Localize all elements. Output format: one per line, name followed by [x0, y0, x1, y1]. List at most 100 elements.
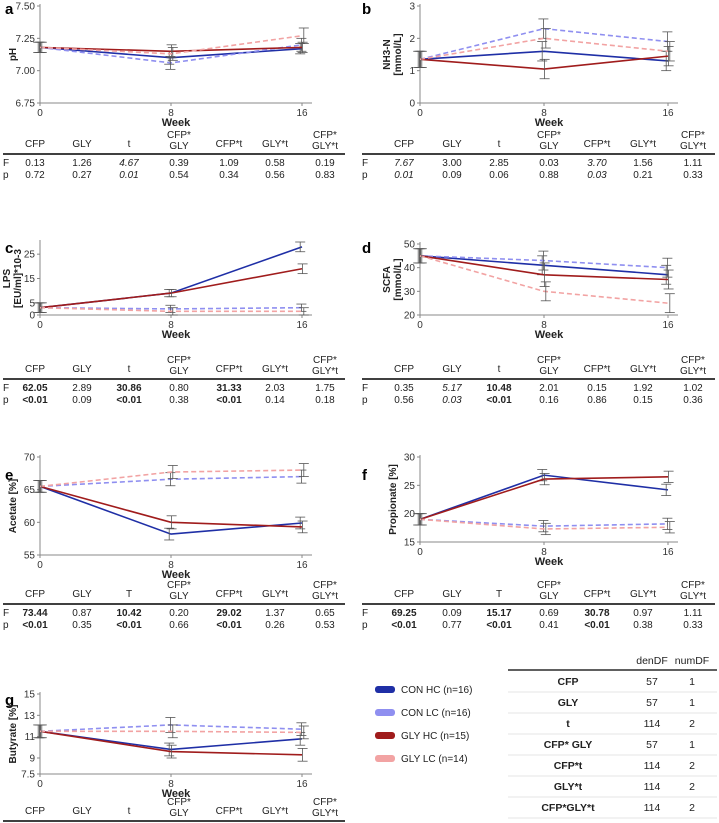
- y-tick-label: 0: [29, 311, 35, 322]
- stats-F-value: 1.26: [72, 158, 92, 169]
- stats-table: CFPGLYtCFP*GLYCFP*tGLY*tCFP*GLY*tFp8.71.…: [3, 797, 345, 822]
- stats-column-header: GLY*t: [630, 589, 656, 600]
- y-tick-label: 7.5: [21, 770, 35, 781]
- stats-p-value: 0.66: [169, 620, 189, 631]
- df-row-dendf: 114: [644, 760, 661, 772]
- stats-column-header: CFP*: [537, 580, 561, 591]
- stats-F-value: 1.09: [219, 158, 239, 169]
- y-axis-title: LPS[EU/ml]*10-3: [2, 249, 24, 308]
- x-tick-label: 8: [168, 560, 174, 571]
- stats-F-value: 0.58: [265, 158, 285, 169]
- y-tick-label: 15: [404, 538, 416, 549]
- x-tick-label: 8: [541, 108, 547, 119]
- stats-F-value: 0.19: [315, 158, 335, 169]
- stats-p-value: 0.86: [587, 395, 607, 406]
- stats-p-value: 0.14: [265, 395, 285, 406]
- stats-column-header: GLY*t: [680, 366, 706, 377]
- y-tick-label: 0: [409, 99, 415, 110]
- stats-p-value: 0.27: [72, 170, 92, 181]
- y-tick-label: 7.25: [16, 34, 36, 45]
- df-row-effect: CFP*t: [554, 760, 583, 772]
- stats-F-value: 10.48: [486, 383, 511, 394]
- legend-swatch: [375, 732, 395, 739]
- df-row-numdf: 1: [689, 676, 695, 688]
- series-line-gly-lc: [419, 518, 669, 530]
- stats-column-header: CFP: [25, 364, 45, 375]
- df-row-effect: GLY*t: [554, 781, 583, 793]
- stats-F-value: 1.92: [633, 383, 653, 394]
- y-tick-label: 55: [24, 551, 36, 562]
- stats-F-value: 0.20: [169, 608, 189, 619]
- panel-label: b: [362, 1, 371, 18]
- y-axis-title: SCFA[mmol/L]: [382, 258, 404, 300]
- stats-p-value: 0.36: [683, 395, 703, 406]
- y-tick-label: 7.50: [16, 2, 36, 13]
- stats-p-value: 0.34: [219, 170, 239, 181]
- y-axis-title-line: LPS: [2, 268, 13, 288]
- stats-F-value: 0.39: [169, 158, 189, 169]
- stats-F-value: 15.17: [486, 608, 511, 619]
- stats-row-label: F: [362, 158, 368, 169]
- stats-p-value: 0.33: [683, 170, 703, 181]
- stats-p-value: 0.09: [72, 395, 92, 406]
- stats-row-label: p: [3, 170, 9, 181]
- stats-p-value: <0.01: [116, 620, 142, 631]
- stats-column-header: GLY: [169, 591, 189, 602]
- stats-F-value: 0.97: [633, 608, 653, 619]
- y-tick-label: 30: [404, 453, 416, 464]
- stats-F-value: 0.65: [315, 608, 335, 619]
- stats-column-header: CFP: [394, 139, 414, 150]
- y-tick-label: 5: [29, 298, 35, 309]
- stats-p-value: 0.77: [442, 620, 462, 631]
- stats-p-value: <0.01: [486, 620, 512, 631]
- legend-label: CON HC (n=16): [401, 685, 472, 696]
- y-axis-title-line: SCFA: [382, 266, 393, 293]
- y-tick-label: 20: [404, 509, 416, 520]
- series-line-con-lc: [419, 255, 669, 269]
- stats-column-header: CFP*: [681, 130, 705, 141]
- panel-f: f 15 20 25 30 0 8 16 Week Propionate [%] CFP GLY T CF…: [362, 453, 715, 631]
- df-row-dendf: 57: [646, 676, 658, 688]
- stats-column-header: GLY*t: [680, 591, 706, 602]
- stats-F-value: 1.75: [315, 383, 335, 394]
- y-tick-label: 2: [409, 34, 415, 45]
- stats-p-value: 0.09: [442, 170, 462, 181]
- stats-row-label: p: [362, 170, 368, 181]
- legend-label: GLY LC (n=14): [401, 754, 468, 765]
- y-tick-label: 65: [24, 485, 36, 496]
- df-row-effect: CFP: [558, 676, 579, 688]
- x-tick-label: 0: [417, 108, 423, 119]
- legend-label: GLY HC (n=15): [401, 731, 469, 742]
- series-line-con-hc: [39, 485, 303, 535]
- stats-p-value: 0.83: [315, 170, 335, 181]
- stats-F-value: 0.13: [25, 158, 45, 169]
- stats-row-label: F: [362, 608, 368, 619]
- stats-p-value: 0.41: [539, 620, 559, 631]
- stats-p-value: 0.72: [25, 170, 45, 181]
- stats-column-header: GLY*t: [262, 589, 288, 600]
- df-row-dendf: 114: [644, 718, 661, 730]
- stats-column-header: GLY: [442, 139, 462, 150]
- stats-column-header: CFP*: [313, 355, 337, 366]
- stats-F-value: 0.03: [539, 158, 559, 169]
- x-tick-label: 8: [541, 320, 547, 331]
- series-line-con-lc: [419, 27, 669, 61]
- x-tick-label: 16: [662, 108, 674, 119]
- series-line-gly-hc: [39, 46, 303, 53]
- y-tick-label: 3: [409, 2, 415, 13]
- stats-F-value: 29.02: [216, 608, 241, 619]
- x-axis-title: Week: [162, 329, 191, 341]
- x-axis-title: Week: [162, 569, 191, 581]
- y-tick-label: 30: [404, 287, 416, 298]
- stats-p-value: 0.06: [489, 170, 509, 181]
- stats-column-header: GLY: [169, 141, 189, 152]
- series-line-con-hc: [419, 255, 669, 276]
- stats-F-value: 3.70: [587, 158, 607, 169]
- df-row-effect: t: [566, 718, 570, 730]
- stats-column-header: CFP: [25, 589, 45, 600]
- stats-column-header: GLY: [72, 364, 92, 375]
- stats-F-value: 0.15: [587, 383, 607, 394]
